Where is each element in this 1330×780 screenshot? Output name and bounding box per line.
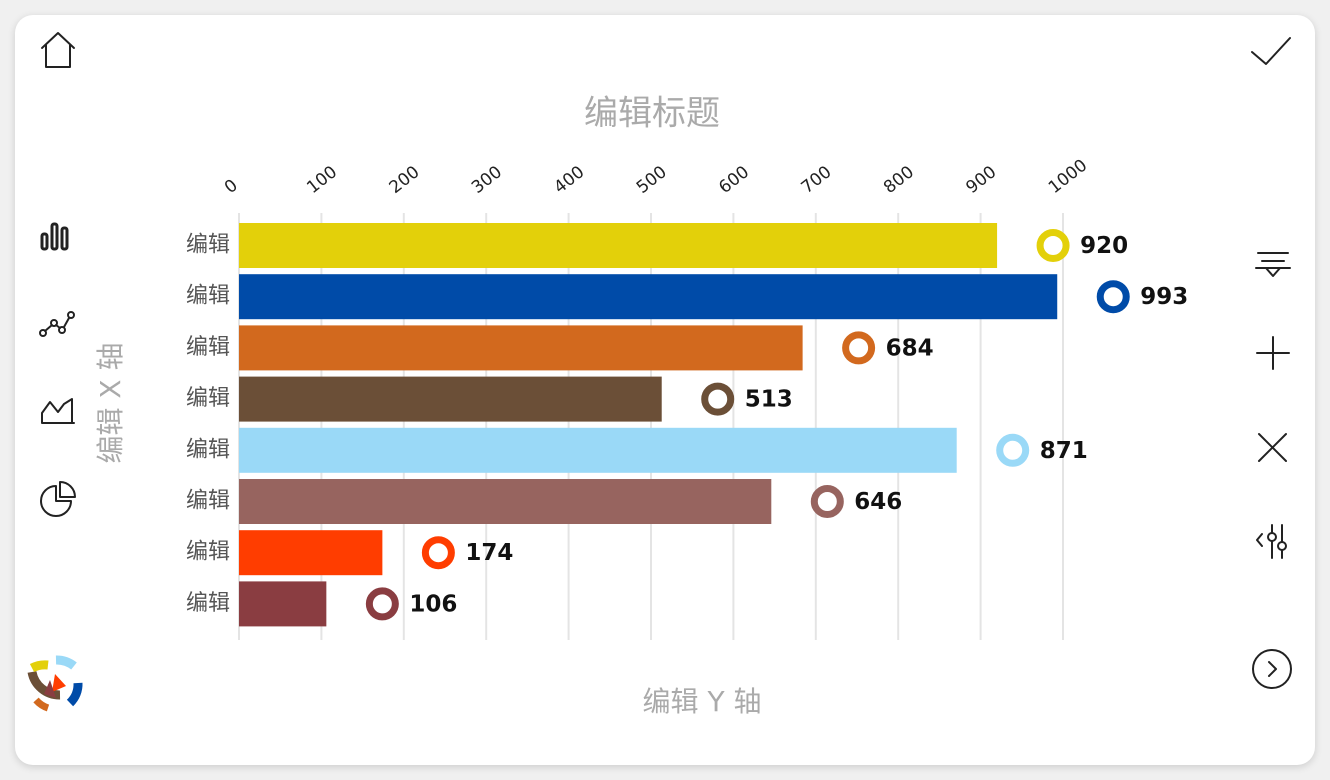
value-label: 646 bbox=[854, 489, 902, 515]
value-label: 513 bbox=[745, 387, 793, 413]
x-tick-label: 600 bbox=[715, 162, 753, 198]
x-tick-label: 300 bbox=[468, 162, 506, 198]
category-label: 编辑 bbox=[186, 233, 230, 258]
bar-end-marker bbox=[1096, 280, 1130, 314]
x-tick-label: 500 bbox=[633, 162, 671, 198]
close-icon[interactable] bbox=[1258, 433, 1287, 462]
bar bbox=[239, 376, 662, 422]
bar-end-marker bbox=[1036, 229, 1070, 262]
category-label: 编辑 bbox=[186, 335, 230, 360]
bar-chart-icon[interactable] bbox=[40, 222, 69, 251]
y-axis-label[interactable]: 编辑 Y 轴 bbox=[643, 685, 762, 718]
category-label: 编辑 bbox=[186, 489, 230, 514]
x-tick-label: 900 bbox=[962, 162, 1000, 198]
x-tick-label: 800 bbox=[880, 162, 918, 198]
home-icon[interactable] bbox=[41, 32, 75, 68]
category-label: 编辑 bbox=[186, 386, 230, 411]
bar-end-marker bbox=[421, 536, 455, 570]
bar bbox=[239, 581, 327, 627]
category-label: 编辑 bbox=[186, 437, 230, 462]
confirm-icon[interactable] bbox=[1251, 37, 1291, 65]
value-label: 106 bbox=[409, 591, 457, 617]
bar-end-marker bbox=[842, 331, 876, 365]
scatter-icon[interactable] bbox=[39, 311, 75, 337]
filter-icon[interactable] bbox=[1255, 252, 1291, 277]
category-label: 编辑 bbox=[186, 591, 230, 616]
card bbox=[15, 15, 1315, 765]
bar bbox=[239, 479, 772, 524]
bar-end-marker bbox=[996, 433, 1030, 467]
category-label: 编辑 bbox=[186, 284, 230, 309]
chart-title[interactable]: 编辑标题 bbox=[584, 94, 720, 134]
bar-end-marker bbox=[810, 485, 844, 518]
x-axis-label[interactable]: 编辑 X 轴 bbox=[94, 343, 127, 464]
bar bbox=[239, 325, 803, 371]
bar bbox=[239, 223, 998, 268]
bar bbox=[239, 530, 383, 576]
x-tick-label: 700 bbox=[798, 162, 836, 198]
settings-icon[interactable] bbox=[1256, 524, 1287, 559]
add-icon[interactable] bbox=[1256, 336, 1290, 370]
x-tick-label: 100 bbox=[303, 162, 341, 198]
bar-end-marker bbox=[365, 587, 399, 621]
value-label: 174 bbox=[465, 540, 513, 566]
x-tick-label: 0 bbox=[221, 175, 242, 197]
value-label: 684 bbox=[886, 335, 934, 361]
value-label: 871 bbox=[1040, 438, 1088, 464]
bar bbox=[239, 274, 1058, 320]
next-icon[interactable] bbox=[1252, 649, 1292, 689]
x-tick-label: 400 bbox=[550, 162, 588, 198]
category-label: 编辑 bbox=[186, 540, 230, 565]
pie-icon[interactable] bbox=[40, 481, 76, 517]
value-label: 920 bbox=[1080, 233, 1128, 259]
area-icon[interactable] bbox=[41, 398, 75, 424]
x-tick-label: 1000 bbox=[1045, 155, 1091, 197]
logo[interactable] bbox=[27, 655, 83, 712]
bar bbox=[239, 427, 957, 473]
bar-end-marker bbox=[701, 382, 735, 416]
x-tick-label: 200 bbox=[386, 162, 424, 198]
value-label: 993 bbox=[1140, 284, 1188, 310]
